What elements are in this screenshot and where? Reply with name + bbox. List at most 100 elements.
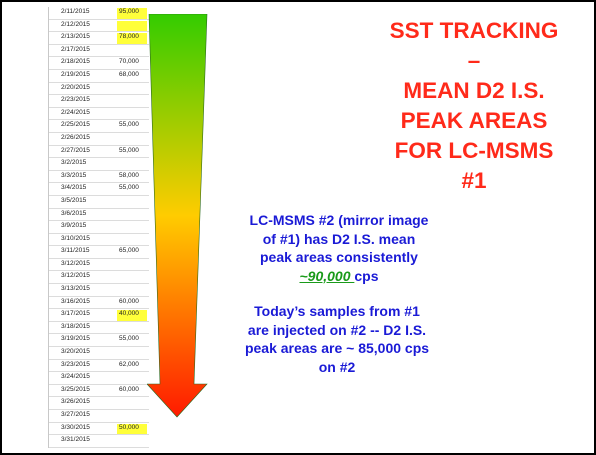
table-row: 2/27/2015 55,000 (49, 146, 149, 159)
title-line: FOR LC-MSMS (394, 138, 554, 163)
value-cell: 60,000 (117, 386, 147, 397)
value-cell: 60,000 (117, 298, 147, 309)
date-cell: 2/13/2015 (61, 33, 90, 41)
table-row: 3/24/2015 (49, 372, 149, 385)
value-cell (117, 260, 147, 271)
table-row: 3/26/2015 (49, 397, 149, 410)
date-cell: 2/24/2015 (61, 108, 90, 116)
value-cell (117, 20, 147, 32)
value-cell: 55,000 (117, 121, 147, 132)
value-cell (117, 436, 147, 447)
table-row: 3/20/2015 (49, 347, 149, 360)
note-line: Today’s samples from #1 (254, 303, 420, 319)
date-cell: 3/4/2015 (61, 184, 87, 192)
value-cell (117, 46, 147, 57)
note-line: peak areas consistently (260, 249, 418, 265)
table-row: 3/3/2015 58,000 (49, 171, 149, 184)
value-text: 62,000 (119, 360, 139, 368)
date-cell: 2/25/2015 (61, 121, 90, 129)
date-cell: 3/12/2015 (61, 259, 90, 267)
date-cell: 3/23/2015 (61, 360, 90, 368)
value-text: 55,000 (119, 335, 139, 343)
table-row: 3/12/2015 (49, 271, 149, 285)
value-text: 95,000 (119, 8, 139, 15)
date-cell: 3/10/2015 (61, 234, 90, 242)
value-text: 55,000 (119, 146, 139, 154)
value-cell: 68,000 (117, 71, 147, 82)
date-cell: 2/11/2015 (61, 8, 90, 15)
date-cell: 3/20/2015 (61, 348, 90, 356)
date-cell: 2/19/2015 (61, 70, 90, 78)
down-arrow-icon (147, 14, 208, 418)
value-cell (117, 323, 147, 334)
value-cell: 62,000 (117, 361, 147, 372)
table-row: 3/31/2015 (49, 435, 149, 448)
date-cell: 2/23/2015 (61, 96, 90, 104)
title-line: – (467, 48, 481, 73)
table-row: 2/17/2015 (49, 45, 149, 58)
date-cell: 3/2/2015 (61, 159, 87, 167)
table-row: 2/26/2015 (49, 133, 149, 146)
value-text: 55,000 (119, 184, 139, 192)
value-text: 68,000 (119, 70, 139, 78)
note-line: are injected on #2 -- D2 I.S. (247, 321, 427, 338)
date-cell: 2/17/2015 (61, 45, 90, 53)
date-cell: 3/5/2015 (61, 196, 87, 204)
note-lcmsms2: LC-MSMS #2 (mirror image of #1) has D2 I… (214, 211, 464, 285)
value-cell (117, 348, 147, 359)
title-line: #1 (461, 168, 487, 193)
date-cell: 3/16/2015 (61, 297, 90, 305)
date-cell: 3/25/2015 (61, 385, 90, 393)
unit-label: cps (354, 267, 379, 284)
value-cell (117, 222, 147, 233)
date-cell: 3/27/2015 (61, 411, 90, 418)
value-cell: 50,000 (117, 423, 147, 435)
note-line: LC-MSMS #2 (mirror image (249, 212, 429, 228)
date-cell: 2/20/2015 (61, 83, 90, 91)
note-line: of #1) has D2 I.S. mean (262, 230, 416, 247)
value-cell: 78,000 (117, 33, 147, 44)
slide-title: SST TRACKING – MEAN D2 I.S. PEAK AREAS F… (354, 16, 594, 196)
value-cell: 40,000 (117, 310, 147, 321)
date-cell: 3/3/2015 (61, 171, 87, 179)
table-row: 3/12/2015 (49, 259, 149, 272)
date-cell: 3/13/2015 (61, 285, 90, 293)
value-cell: 55,000 (117, 184, 147, 195)
note-todays-samples: Today’s samples from #1 are injected on … (209, 302, 465, 376)
spreadsheet-excerpt: 2/11/2015 95,000 2/12/2015 2/13/2015 78,000 2… (48, 7, 149, 448)
value-cell (117, 197, 147, 208)
note-line: ~90,000 cps (214, 267, 464, 286)
value-cell (117, 109, 147, 120)
table-row: 3/4/2015 55,000 (49, 183, 149, 196)
table-row: 2/18/2015 70,000 (49, 57, 149, 70)
value-cell: 55,000 (117, 335, 147, 346)
value-cell (117, 272, 147, 283)
date-cell: 3/31/2015 (61, 436, 90, 444)
value-cell (117, 210, 147, 221)
date-cell: 3/17/2015 (61, 310, 90, 318)
value-cell (117, 373, 147, 384)
title-line: PEAK AREAS (400, 108, 548, 133)
note-line: on #2 (318, 358, 356, 375)
value-text: 78,000 (119, 33, 139, 41)
table-row: 3/25/2015 60,000 (49, 385, 149, 398)
value-cell (117, 285, 147, 296)
value-cell (117, 96, 147, 107)
date-cell: 2/12/2015 (61, 20, 90, 28)
table-row: 3/27/2015 (49, 410, 149, 423)
highlighted-value: ~90,000 (299, 267, 355, 284)
value-cell (117, 134, 147, 145)
note-line: peak areas are ~ 85,000 cps (244, 340, 430, 356)
date-cell: 3/18/2015 (61, 322, 90, 330)
date-cell: 3/12/2015 (61, 272, 90, 280)
table-row: 2/11/2015 95,000 (49, 7, 149, 20)
value-text: 50,000 (119, 423, 139, 431)
date-cell: 3/6/2015 (61, 209, 87, 217)
date-cell: 3/24/2015 (61, 373, 90, 381)
value-cell: 70,000 (117, 58, 147, 69)
value-cell (117, 411, 147, 422)
value-text: 40,000 (119, 310, 139, 318)
value-cell (117, 398, 147, 409)
table-row: 2/13/2015 78,000 (49, 32, 149, 45)
